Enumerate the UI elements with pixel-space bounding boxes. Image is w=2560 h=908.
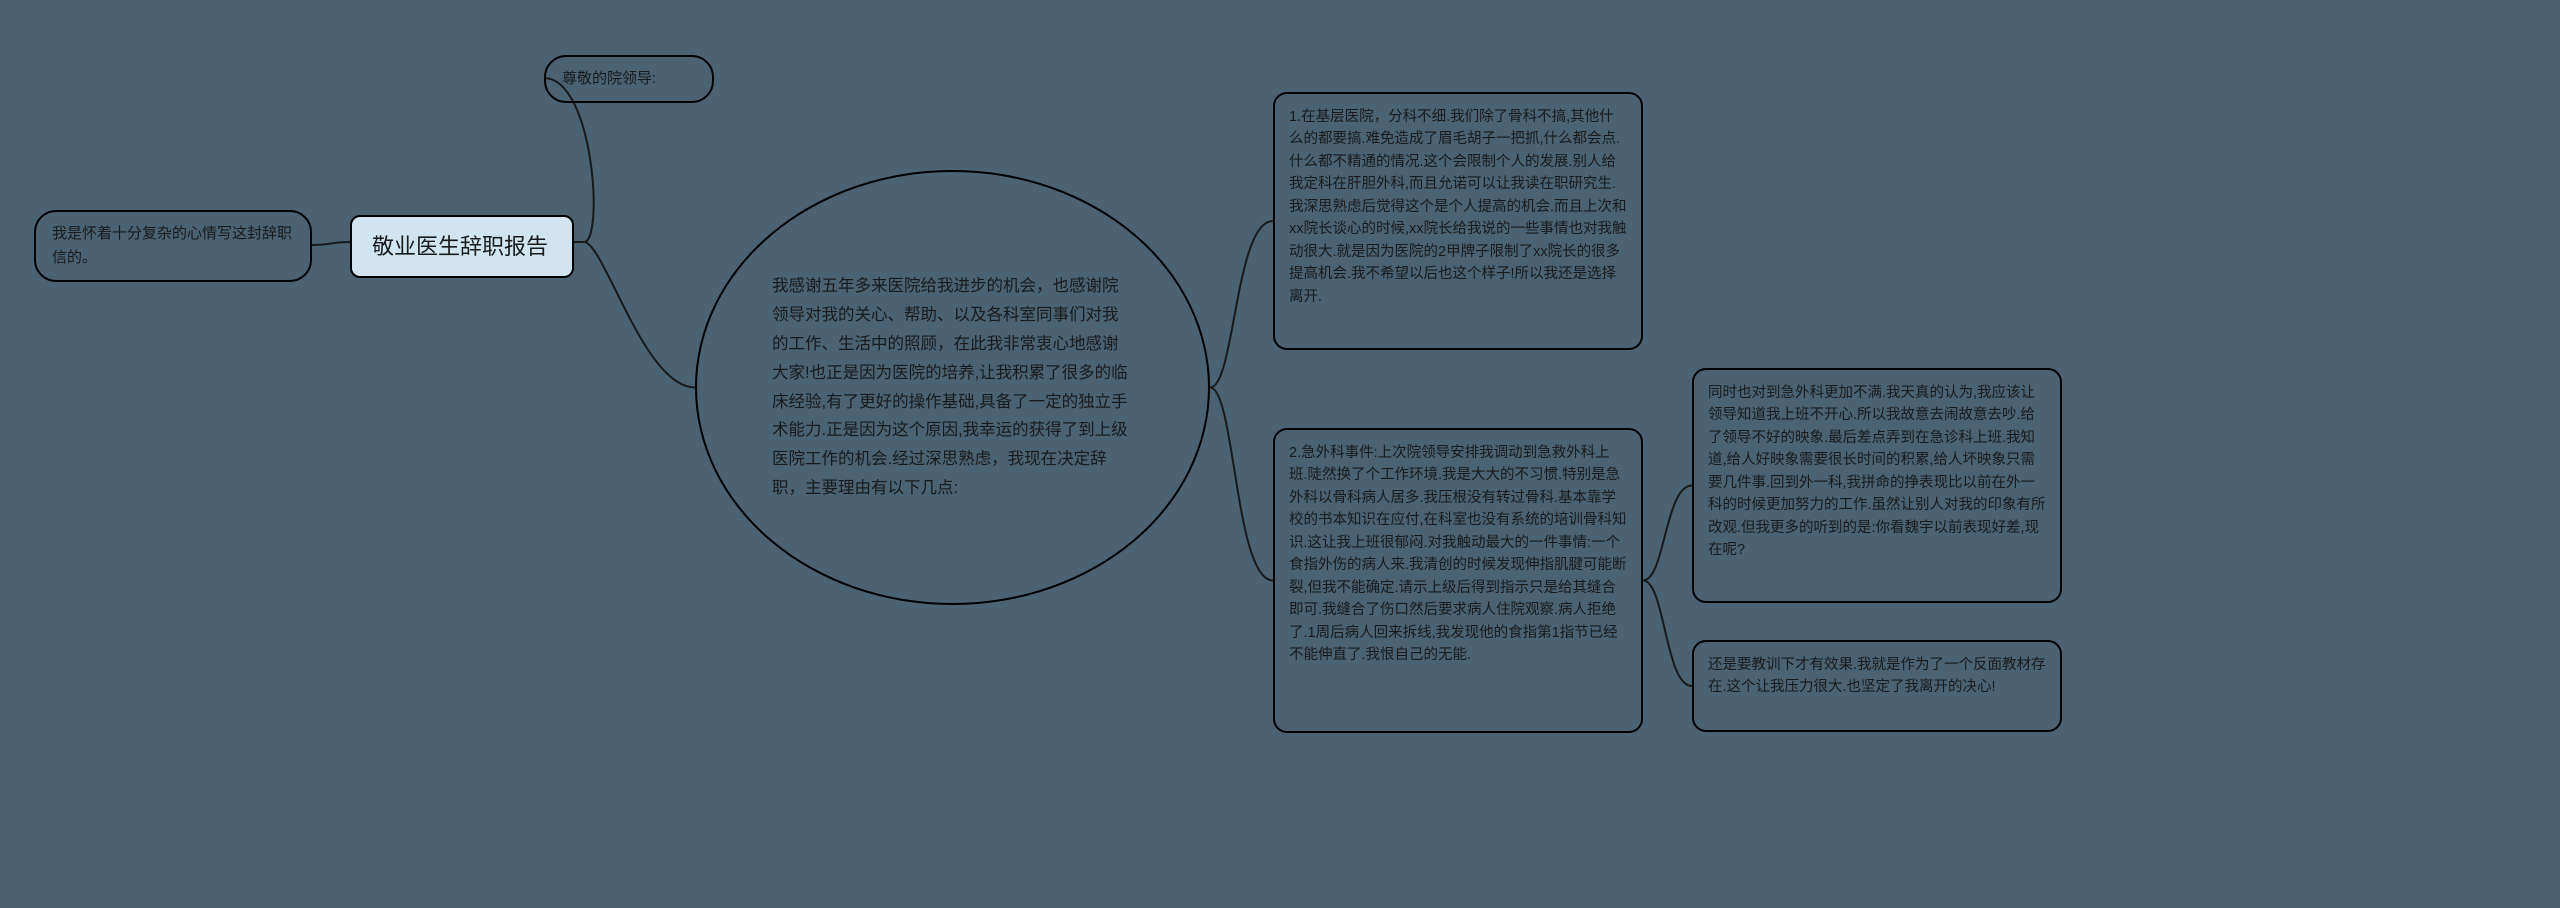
node-reason-2-sub-2[interactable]: 还是要教训下才有效果.我就是作为了一个反面教材存在.这个让我压力很大.也坚定了我… (1692, 640, 2062, 732)
edge-big-par2 (1210, 388, 1273, 581)
node-gratitude-body-text: 我感谢五年多来医院给我进步的机会，也感谢院领导对我的关心、帮助、以及各科室同事们… (772, 272, 1133, 503)
node-reason-2-sub-1[interactable]: 同时也对到急外科更加不满.我天真的认为,我应该让领导知道我上班不开心.所以我故意… (1692, 368, 2062, 603)
node-reason-2[interactable]: 2.急外科事件:上次院领导安排我调动到急救外科上班.陡然换了个工作环境.我是大大… (1273, 428, 1643, 733)
node-gratitude-body[interactable]: 我感谢五年多来医院给我进步的机会，也感谢院领导对我的关心、帮助、以及各科室同事们… (695, 170, 1210, 605)
edge-root-left1 (312, 242, 350, 245)
edge-par2-sub1 (1643, 486, 1692, 581)
node-reason-1[interactable]: 1.在基层医院，分科不细.我们除了骨科不搞,其他什么的都要搞.难免造成了眉毛胡子… (1273, 92, 1643, 350)
edge-big-par1 (1210, 221, 1273, 388)
edge-par2-sub2 (1643, 581, 1692, 687)
node-intro[interactable]: 我是怀着十分复杂的心情写这封辞职信的。 (34, 210, 312, 282)
node-salutation[interactable]: 尊敬的院领导: (544, 55, 714, 103)
edge-root-big (584, 242, 695, 388)
root-node[interactable]: 敬业医生辞职报告 (350, 215, 574, 278)
